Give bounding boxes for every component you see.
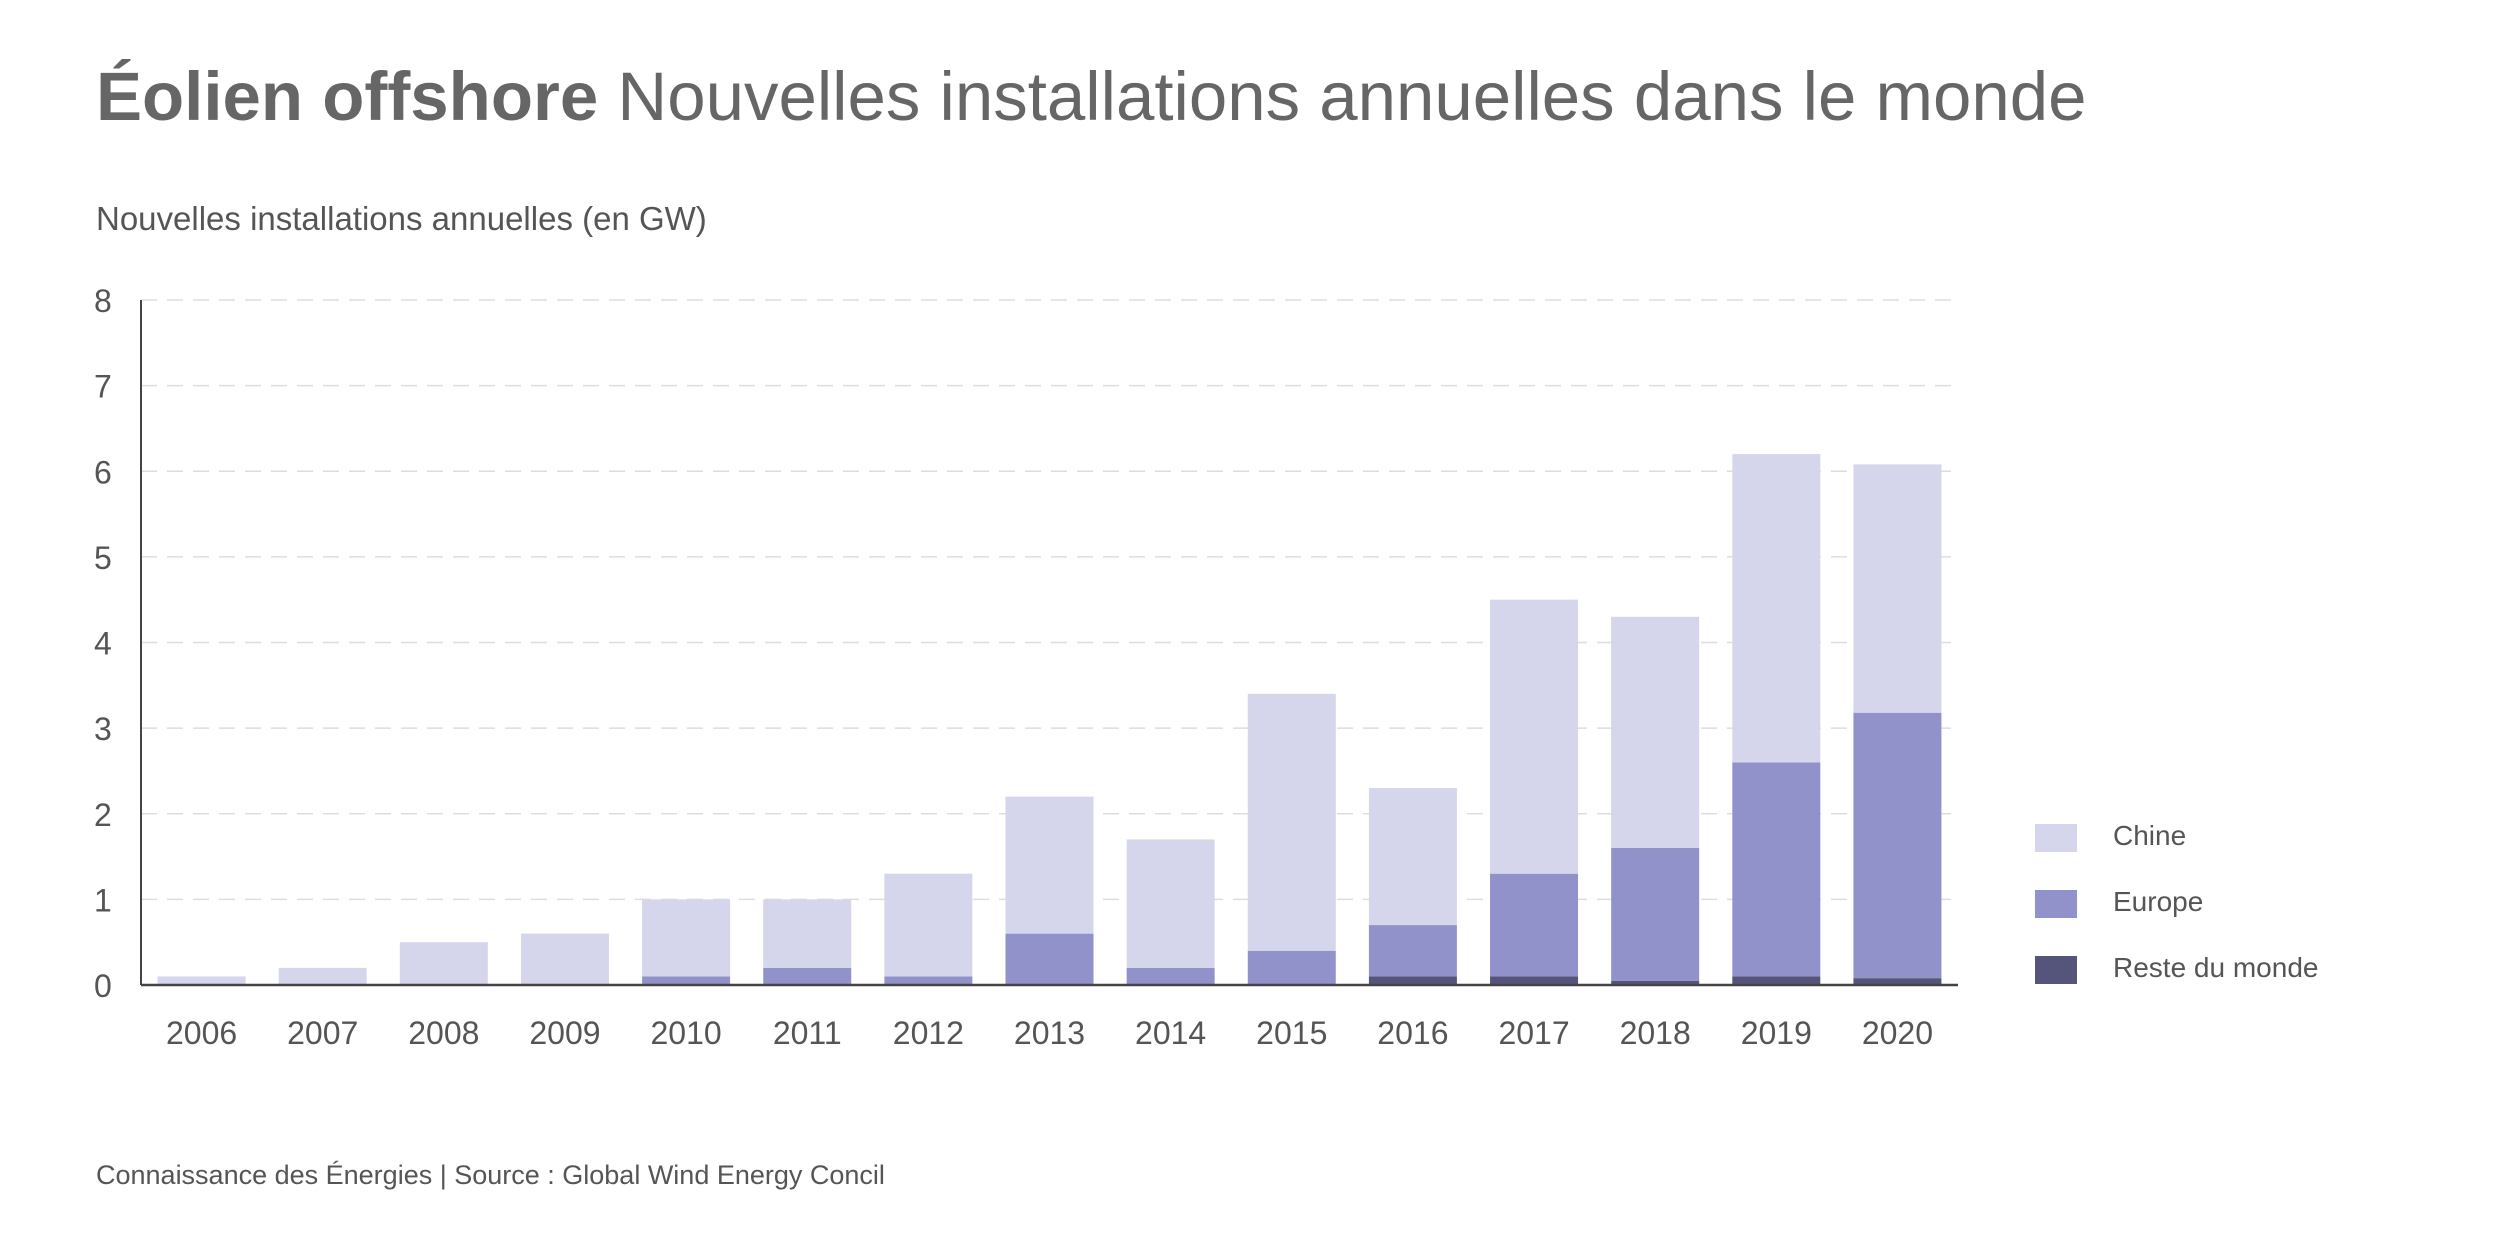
bar-chine-2018 [1611,616,1700,848]
bar-chine-2015 [1247,693,1336,951]
bar-chine-2013 [1005,796,1094,934]
x-tick-label-2007: 2007 [287,1015,358,1051]
chart-title: Éolien offshore Nouvelles installations … [96,52,2086,142]
bar-chine-2016 [1368,788,1457,926]
bar-chine-2007 [278,967,367,985]
legend-label-chine: Chine [2113,820,2187,851]
bar-europe-2014 [1126,967,1215,985]
y-tick-label-6: 6 [94,454,112,490]
x-tick-label-2011: 2011 [773,1015,842,1051]
y-tick-label-7: 7 [94,369,112,405]
bar-europe-2017 [1490,873,1579,977]
x-tick-label-2010: 2010 [651,1015,722,1051]
bar-chine-2019 [1732,454,1821,763]
bar-chine-2006 [157,976,246,985]
bar-reste-du-monde-2019 [1732,976,1821,985]
y-tick-label-3: 3 [94,711,112,747]
x-tick-label-2008: 2008 [408,1015,479,1051]
bar-europe-2015 [1247,950,1336,985]
y-tick-label-0: 0 [94,968,112,1004]
y-tick-label-8: 8 [94,283,112,319]
bar-europe-2013 [1005,933,1094,985]
x-tick-label-2017: 2017 [1498,1015,1569,1051]
bar-reste-du-monde-2018 [1611,980,1700,985]
bar-europe-2012 [884,976,973,985]
y-tick-label-2: 2 [94,797,112,833]
source-footer: Connaissance des Énergies | Source : Glo… [96,1160,885,1190]
legend-swatch-reste-du-monde [2035,956,2077,984]
x-tick-label-2019: 2019 [1741,1015,1812,1051]
bar-europe-2018 [1611,848,1700,981]
bar-chine-2008 [399,942,488,985]
bar-europe-2020 [1853,712,1942,979]
bar-europe-2011 [763,967,852,985]
x-tick-label-2009: 2009 [529,1015,600,1051]
x-tick-label-2015: 2015 [1256,1015,1327,1051]
legend-swatch-chine [2035,824,2077,852]
x-tick-label-2014: 2014 [1135,1015,1206,1051]
bar-europe-2019 [1732,762,1821,977]
bar-europe-2016 [1368,925,1457,977]
y-tick-label-1: 1 [94,882,112,918]
y-axis-title: Nouvelles installations annuelles (en GW… [96,200,707,237]
legend-label-reste-du-monde: Reste du monde [2113,952,2319,983]
y-tick-label-4: 4 [94,626,112,662]
bar-chine-2014 [1126,839,1215,968]
bar-chine-2009 [520,933,609,985]
x-tick-label-2013: 2013 [1014,1015,1085,1051]
legend-label-europe: Europe [2113,886,2204,917]
bar-chine-2020 [1853,464,1942,713]
x-tick-label-2006: 2006 [166,1015,237,1051]
x-tick-label-2016: 2016 [1377,1015,1448,1051]
bar-reste-du-monde-2017 [1490,976,1579,985]
bar-europe-2010 [642,976,731,985]
bar-chine-2011 [763,899,852,968]
x-tick-label-2018: 2018 [1620,1015,1691,1051]
bar-reste-du-monde-2020 [1853,978,1942,985]
x-tick-label-2020: 2020 [1862,1015,1933,1051]
chart-title-rest: Nouvelles installations annuelles dans l… [617,58,2087,135]
legend-swatch-europe [2035,890,2077,918]
x-tick-label-2012: 2012 [893,1015,964,1051]
bar-chine-2012 [884,873,973,977]
bar-chine-2017 [1490,599,1579,874]
y-tick-label-5: 5 [94,540,112,576]
bar-reste-du-monde-2016 [1368,976,1457,985]
bar-chine-2010 [642,899,731,977]
chart-title-bold: Éolien offshore [96,58,599,135]
